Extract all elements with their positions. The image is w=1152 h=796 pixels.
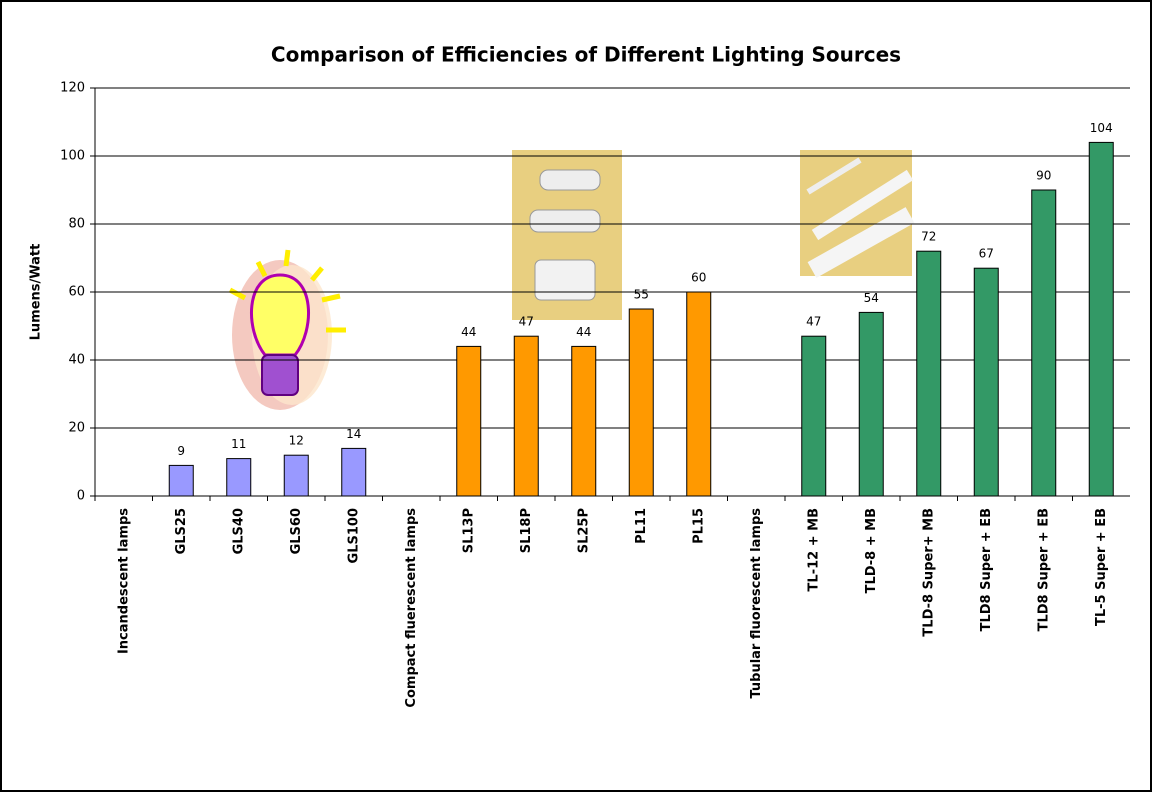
bar	[283, 454, 309, 497]
x-tick-label: PL15	[691, 508, 706, 544]
compact-lamp-image	[512, 150, 622, 320]
value-label: 90	[1036, 169, 1051, 183]
y-tick-label: 100	[60, 149, 85, 164]
x-tick-label: PL11	[634, 508, 649, 544]
y-axis-label: Lumens/Watt	[29, 244, 44, 341]
x-tick-label: Incandescent lamps	[116, 508, 131, 654]
bar	[916, 250, 942, 497]
x-tick-label: TLD8 Super + EB	[979, 508, 994, 631]
bar	[1088, 141, 1114, 497]
y-tick-label: 120	[60, 81, 85, 96]
value-label: 44	[576, 325, 591, 339]
x-tick-label: SL25P	[576, 508, 591, 553]
x-tick-label: TLD-8 Super+ MB	[921, 508, 936, 637]
x-tick-label: SL13P	[461, 508, 476, 553]
x-tick-label: Tubular fluorescent lamps	[749, 508, 764, 699]
y-tick-label: 40	[68, 353, 85, 368]
value-label: 47	[806, 315, 821, 329]
x-tick-label: Compact fluerescent lamps	[404, 508, 419, 708]
y-tick-label: 20	[68, 421, 85, 436]
value-label: 44	[461, 325, 476, 339]
tube-lamp-image	[800, 150, 915, 278]
x-tick-label: TLD-8 + MB	[864, 508, 879, 593]
value-label: 11	[231, 437, 246, 451]
x-tick-label: TL-5 Super + EB	[1094, 508, 1109, 626]
bar	[628, 308, 654, 497]
bar	[226, 458, 252, 497]
value-label: 72	[921, 230, 936, 244]
bar	[571, 345, 597, 497]
bar	[973, 267, 999, 497]
value-label: 104	[1090, 121, 1113, 135]
bar	[1031, 189, 1057, 497]
bar	[858, 311, 884, 497]
x-tick-label: GLS100	[346, 508, 361, 563]
value-label: 14	[346, 427, 361, 441]
y-tick-label: 0	[77, 489, 85, 504]
x-tick-label: GLS40	[231, 508, 246, 554]
bar	[801, 335, 827, 497]
x-tick-label: SL18P	[519, 508, 534, 553]
bar	[456, 345, 482, 497]
bar	[168, 464, 194, 497]
x-tick-label: GLS25	[174, 508, 189, 554]
value-label: 54	[864, 291, 879, 305]
value-label: 12	[289, 434, 304, 448]
y-tick-label: 80	[68, 217, 85, 232]
bar	[686, 291, 712, 497]
x-tick-label: TLD8 Super + EB	[1036, 508, 1051, 631]
value-label: 60	[691, 271, 706, 285]
x-tick-label: TL-12 + MB	[806, 508, 821, 591]
value-label: 9	[177, 444, 185, 458]
value-label: 67	[979, 247, 994, 261]
bar	[513, 335, 539, 497]
chart-title: Comparison of Efficiencies of Different …	[271, 43, 901, 67]
bar	[341, 447, 367, 497]
lightbulb-image	[228, 249, 346, 410]
x-tick-label: GLS60	[289, 508, 304, 554]
y-tick-label: 60	[68, 285, 85, 300]
value-label: 55	[634, 288, 649, 302]
value-label: 47	[519, 315, 534, 329]
